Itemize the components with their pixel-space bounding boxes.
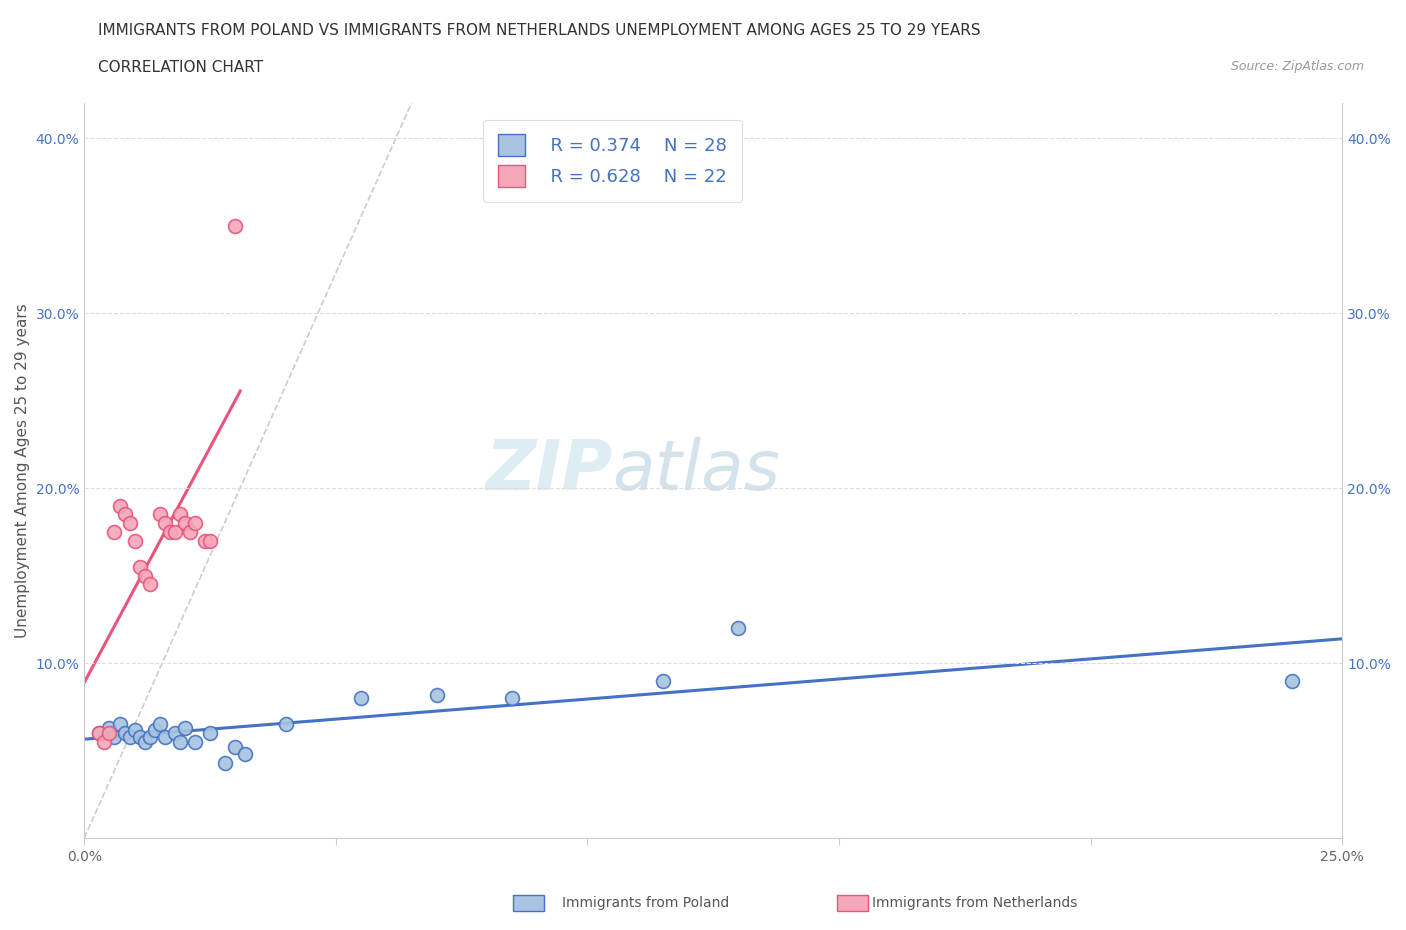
Point [174, 721, 197, 736]
Point [174, 516, 197, 531]
Point [163, 525, 186, 539]
Point [224, 739, 246, 754]
Point [727, 620, 749, 635]
Point [194, 533, 217, 548]
Point [89, 725, 111, 740]
Text: IMMIGRANTS FROM POLAND VS IMMIGRANTS FROM NETHERLANDS UNEMPLOYMENT AMONG AGES 25: IMMIGRANTS FROM POLAND VS IMMIGRANTS FRO… [98, 23, 981, 38]
Point [425, 687, 447, 702]
Point [138, 729, 160, 744]
Point [169, 735, 191, 750]
Point [153, 516, 176, 531]
Point [501, 691, 523, 706]
Point [134, 568, 156, 583]
Point [114, 507, 136, 522]
Text: ZIP: ZIP [485, 437, 613, 504]
Legend:   R = 0.374    N = 28,   R = 0.628    N = 22: R = 0.374 N = 28, R = 0.628 N = 22 [484, 120, 742, 202]
Point [184, 735, 207, 750]
Point [138, 577, 160, 591]
Point [350, 691, 373, 706]
Point [118, 729, 141, 744]
Text: CORRELATION CHART: CORRELATION CHART [98, 60, 263, 75]
Point [98, 721, 121, 736]
Point [118, 516, 141, 531]
Point [1281, 673, 1303, 688]
Point [143, 723, 166, 737]
Point [198, 533, 221, 548]
Text: Immigrants from Poland: Immigrants from Poland [562, 896, 730, 910]
Point [233, 747, 256, 762]
Point [98, 725, 121, 740]
Point [128, 729, 150, 744]
Text: atlas: atlas [613, 437, 780, 504]
Point [169, 507, 191, 522]
Point [124, 723, 146, 737]
Point [184, 516, 207, 531]
Point [149, 717, 172, 732]
Point [103, 729, 125, 744]
Point [652, 673, 675, 688]
Point [274, 717, 297, 732]
Point [224, 219, 246, 233]
Point [124, 533, 146, 548]
Point [159, 525, 181, 539]
Point [149, 507, 172, 522]
Point [93, 735, 115, 750]
Point [134, 735, 156, 750]
Point [179, 525, 201, 539]
Point [108, 498, 131, 513]
Point [114, 725, 136, 740]
Point [103, 525, 125, 539]
Text: Immigrants from Netherlands: Immigrants from Netherlands [872, 896, 1077, 910]
Point [128, 560, 150, 575]
Point [89, 725, 111, 740]
Point [153, 729, 176, 744]
Text: Source: ZipAtlas.com: Source: ZipAtlas.com [1230, 60, 1364, 73]
Point [108, 717, 131, 732]
Point [198, 725, 221, 740]
Point [214, 755, 236, 770]
Y-axis label: Unemployment Among Ages 25 to 29 years: Unemployment Among Ages 25 to 29 years [15, 303, 30, 638]
Point [163, 725, 186, 740]
